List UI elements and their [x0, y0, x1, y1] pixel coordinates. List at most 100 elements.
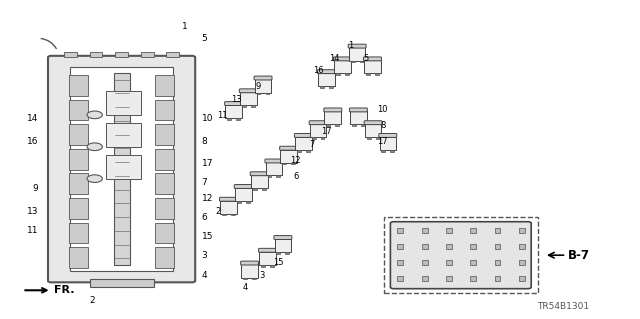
Bar: [519, 260, 525, 265]
Bar: [69, 174, 88, 194]
Bar: [268, 175, 271, 177]
Text: 7: 7: [309, 140, 314, 149]
Bar: [275, 239, 291, 252]
Bar: [255, 79, 271, 93]
Text: 16: 16: [27, 137, 38, 145]
FancyBboxPatch shape: [324, 108, 342, 112]
FancyBboxPatch shape: [294, 133, 312, 137]
Bar: [257, 93, 260, 94]
FancyBboxPatch shape: [309, 121, 327, 125]
Text: 1: 1: [182, 22, 188, 31]
Text: 1: 1: [348, 41, 353, 50]
Bar: [155, 100, 174, 120]
Bar: [90, 279, 154, 287]
Bar: [242, 105, 246, 107]
FancyBboxPatch shape: [274, 235, 292, 240]
Text: 4: 4: [202, 271, 207, 279]
FancyBboxPatch shape: [379, 133, 397, 137]
Bar: [276, 175, 280, 177]
FancyBboxPatch shape: [220, 197, 237, 201]
Bar: [155, 223, 174, 243]
Bar: [306, 150, 310, 152]
Text: B-7: B-7: [568, 249, 590, 262]
Text: FR.: FR.: [25, 285, 75, 295]
Bar: [155, 198, 174, 219]
FancyBboxPatch shape: [280, 146, 298, 150]
Bar: [366, 73, 370, 75]
Text: 11: 11: [217, 111, 227, 120]
Bar: [351, 61, 355, 62]
Text: 17: 17: [378, 137, 388, 145]
Bar: [519, 244, 525, 249]
Bar: [324, 111, 341, 124]
FancyBboxPatch shape: [364, 57, 381, 61]
Text: 14: 14: [27, 114, 38, 123]
Bar: [225, 105, 242, 118]
Bar: [321, 137, 324, 139]
Bar: [336, 73, 340, 75]
FancyBboxPatch shape: [348, 44, 366, 48]
Bar: [270, 265, 274, 267]
Bar: [495, 244, 500, 249]
Bar: [251, 175, 268, 188]
Bar: [69, 247, 88, 268]
Bar: [397, 276, 403, 281]
Text: 14: 14: [329, 54, 339, 63]
Bar: [166, 52, 179, 57]
Bar: [69, 100, 88, 120]
FancyBboxPatch shape: [333, 57, 351, 61]
Bar: [285, 252, 289, 254]
Bar: [352, 124, 356, 126]
Bar: [282, 163, 286, 165]
Bar: [335, 124, 339, 126]
Bar: [381, 150, 385, 152]
Bar: [69, 124, 88, 145]
Bar: [220, 201, 237, 214]
Text: 3: 3: [202, 251, 207, 260]
FancyBboxPatch shape: [349, 108, 367, 112]
Bar: [106, 155, 141, 179]
Bar: [261, 265, 265, 267]
Bar: [334, 60, 351, 73]
Bar: [519, 228, 525, 233]
Bar: [446, 244, 452, 249]
Text: 12: 12: [291, 156, 301, 165]
Bar: [329, 86, 333, 88]
Bar: [246, 201, 250, 203]
Bar: [291, 163, 295, 165]
Text: 4: 4: [243, 283, 248, 292]
Text: 15: 15: [202, 232, 213, 241]
Bar: [361, 124, 365, 126]
Bar: [397, 228, 403, 233]
Bar: [251, 105, 255, 107]
Bar: [519, 276, 525, 281]
Text: 16: 16: [314, 66, 324, 75]
Bar: [495, 276, 500, 281]
Bar: [155, 124, 174, 145]
Bar: [262, 188, 266, 190]
Bar: [222, 214, 226, 216]
FancyBboxPatch shape: [250, 172, 268, 176]
Bar: [495, 260, 500, 265]
Bar: [470, 260, 476, 265]
Bar: [240, 92, 257, 105]
Bar: [470, 244, 476, 249]
Bar: [384, 217, 538, 293]
Text: 8: 8: [202, 137, 207, 145]
FancyBboxPatch shape: [234, 184, 252, 189]
Bar: [297, 150, 301, 152]
Bar: [422, 228, 428, 233]
Bar: [318, 73, 335, 86]
Bar: [397, 260, 403, 265]
Bar: [495, 228, 500, 233]
FancyBboxPatch shape: [317, 70, 335, 74]
Text: 7: 7: [202, 178, 207, 187]
FancyBboxPatch shape: [390, 222, 531, 289]
Bar: [266, 93, 269, 94]
Bar: [106, 123, 141, 147]
Text: 5: 5: [202, 34, 207, 43]
Text: 11: 11: [27, 226, 38, 235]
Bar: [106, 91, 141, 115]
Text: 3: 3: [260, 271, 265, 279]
Bar: [90, 52, 102, 57]
